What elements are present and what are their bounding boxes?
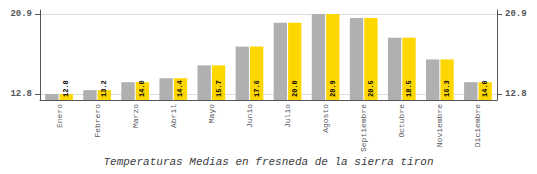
svg-text:15.7: 15.7 (215, 80, 223, 97)
svg-text:Marzo: Marzo (131, 104, 140, 128)
svg-text:12.8: 12.8 (10, 89, 32, 99)
svg-text:14.0: 14.0 (138, 80, 146, 97)
svg-text:12.8: 12.8 (62, 80, 70, 97)
svg-text:20.9: 20.9 (329, 80, 337, 97)
svg-text:20.0: 20.0 (291, 80, 299, 97)
svg-text:20.9: 20.9 (10, 9, 32, 19)
svg-text:17.6: 17.6 (253, 80, 261, 97)
svg-text:Febrero: Febrero (93, 104, 102, 138)
svg-text:Mayo: Mayo (207, 104, 216, 123)
svg-text:20.5: 20.5 (367, 80, 375, 97)
svg-text:Temperaturas Medias en fresned: Temperaturas Medias en fresneda de la si… (103, 156, 433, 168)
svg-text:Junio: Junio (245, 104, 254, 128)
svg-text:Diciembre: Diciembre (473, 104, 482, 147)
svg-text:16.3: 16.3 (443, 80, 451, 97)
svg-text:Septiembre: Septiembre (359, 104, 368, 152)
svg-text:Abril: Abril (169, 104, 178, 128)
svg-text:Enero: Enero (55, 104, 64, 128)
svg-text:13.2: 13.2 (100, 80, 108, 97)
svg-text:Noviembre: Noviembre (435, 104, 444, 147)
svg-text:14.4: 14.4 (176, 80, 184, 97)
svg-text:20.9: 20.9 (505, 9, 527, 19)
svg-text:Agosto: Agosto (321, 104, 330, 133)
svg-text:Octubre: Octubre (397, 104, 406, 138)
svg-text:12.8: 12.8 (505, 89, 527, 99)
svg-text:14.0: 14.0 (481, 80, 489, 97)
svg-text:Julio: Julio (283, 104, 292, 128)
svg-text:18.5: 18.5 (405, 80, 413, 97)
